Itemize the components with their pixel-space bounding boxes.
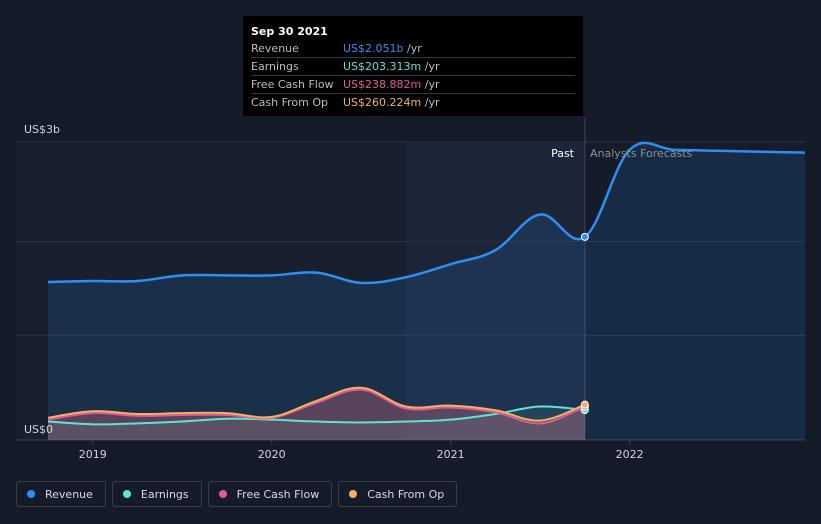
x-tick-label: 2020 xyxy=(258,448,286,461)
x-tick-label: 2019 xyxy=(79,448,107,461)
legend-item-revenue[interactable]: Revenue xyxy=(16,481,106,507)
legend-item-label: Earnings xyxy=(140,487,189,501)
tooltip-row-value: US$2.051b /yr xyxy=(343,42,422,55)
highlight-region xyxy=(405,142,585,440)
legend-item-label: Revenue xyxy=(45,487,93,501)
tooltip-row: Free Cash Flow US$238.882m /yr xyxy=(251,75,575,93)
tooltip-row-value: US$260.224m /yr xyxy=(343,96,440,109)
tooltip-row-label: Cash From Op xyxy=(251,96,329,109)
tooltip-row-unit: /yr xyxy=(421,78,440,91)
revenue-point xyxy=(580,232,589,241)
legend-item-label: Free Cash Flow xyxy=(236,487,320,501)
tooltip-row: Revenue US$2.051b /yr xyxy=(251,40,575,57)
free-cash-flow-line xyxy=(47,388,586,425)
y-axis-top-label: US$3b xyxy=(24,123,60,136)
cash-from-op-line xyxy=(47,386,586,422)
tooltip-row-label: Revenue xyxy=(251,42,299,55)
x-tick-label: 2021 xyxy=(437,448,465,461)
legend-dot-icon xyxy=(218,490,227,498)
tooltip-date: Sep 30 2021 xyxy=(251,25,328,38)
earnings-area xyxy=(48,406,585,440)
legend-item-earnings[interactable]: Earnings xyxy=(111,481,202,507)
tooltip-row: Cash From Op US$260.224m /yr xyxy=(251,93,575,111)
legend-item-free-cash-flow[interactable]: Free Cash Flow xyxy=(207,481,333,507)
tooltip-row-label: Free Cash Flow xyxy=(251,78,334,91)
tooltip-row-label: Earnings xyxy=(251,60,299,73)
legend-item-cash-from-op[interactable]: Cash From Op xyxy=(338,481,458,507)
revenue-line xyxy=(47,141,806,285)
x-tick-label: 2022 xyxy=(616,448,644,461)
forecast-label: Analysts Forecasts xyxy=(590,147,693,160)
free-cash-flow-area xyxy=(48,389,585,440)
legend-dot-icon xyxy=(27,490,35,498)
tooltip-row-unit: /yr xyxy=(421,96,440,109)
y-axis-bottom-label: US$0 xyxy=(24,423,53,436)
tooltip-row-unit: /yr xyxy=(421,60,440,73)
cash-from-op-area xyxy=(48,387,585,440)
earnings-line xyxy=(47,405,585,426)
tooltip-row-value: US$203.313m /yr xyxy=(343,60,440,73)
past-label: Past xyxy=(551,147,575,160)
data-tooltip: Sep 30 2021 Revenue US$2.051b /yr Earnings… xyxy=(243,16,583,116)
legend-dot-icon xyxy=(122,490,131,498)
legend-dot-icon xyxy=(349,490,358,498)
cash-from-op-point xyxy=(580,400,589,409)
tooltip-row: Earnings US$203.313m /yr xyxy=(251,57,575,75)
revenue-area xyxy=(48,142,805,441)
tooltip-row-unit: /yr xyxy=(403,42,422,55)
chart-legend: Revenue Earnings Free Cash Flow Cash From O… xyxy=(16,481,458,507)
tooltip-row-value: US$238.882m /yr xyxy=(343,78,440,91)
legend-item-label: Cash From Op xyxy=(367,487,445,501)
